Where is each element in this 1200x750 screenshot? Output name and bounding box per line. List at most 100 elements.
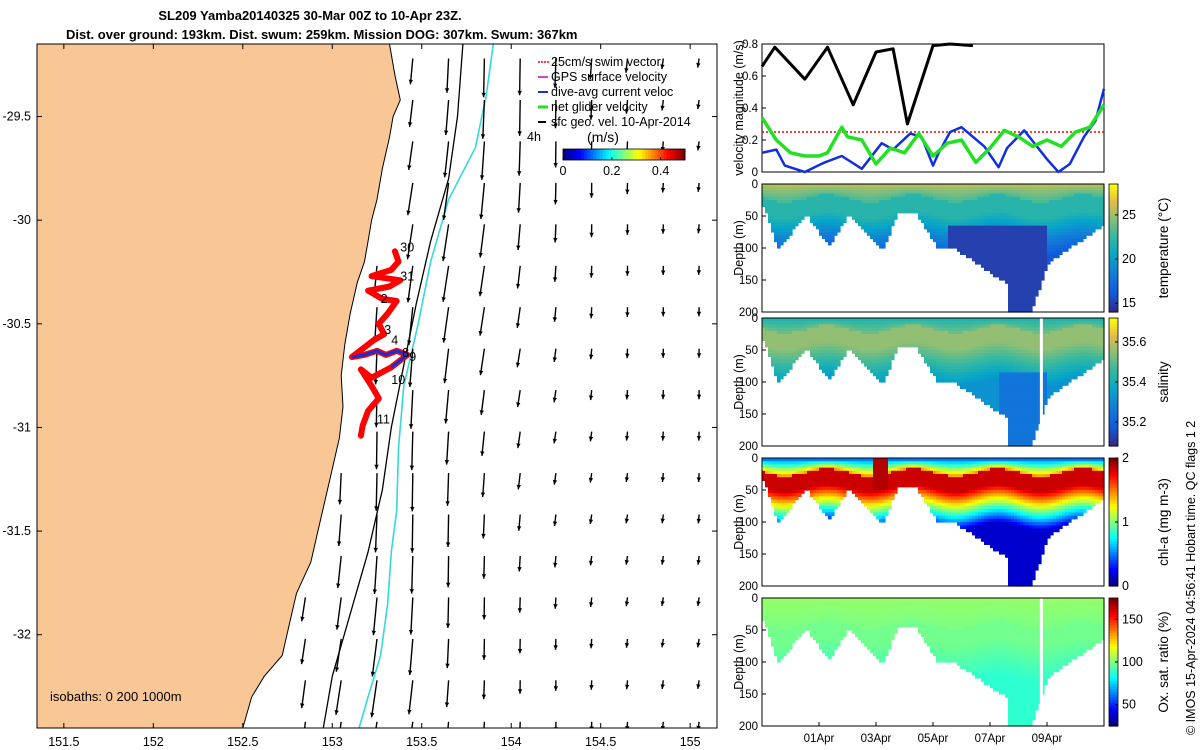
section-cell bbox=[1026, 327, 1030, 332]
section-cell bbox=[903, 206, 907, 211]
section-cell bbox=[1011, 241, 1015, 246]
section-cell bbox=[1074, 241, 1078, 246]
section-cell bbox=[1023, 430, 1027, 434]
section-cell bbox=[915, 209, 919, 214]
section-cell bbox=[1014, 385, 1018, 389]
section-cell bbox=[981, 206, 985, 211]
section-cell bbox=[1095, 340, 1099, 345]
section-colorbar-cell bbox=[1109, 186, 1118, 190]
section-cell bbox=[1026, 206, 1030, 211]
section-cell bbox=[924, 193, 928, 198]
section-cell bbox=[789, 330, 793, 335]
section-cell bbox=[879, 324, 883, 329]
section-cell bbox=[993, 225, 997, 230]
section-cell bbox=[987, 356, 991, 361]
section-cell bbox=[957, 238, 961, 243]
section-cell bbox=[1038, 321, 1042, 325]
section-cell bbox=[885, 356, 889, 361]
section-cell bbox=[885, 225, 889, 230]
section-cell bbox=[894, 203, 898, 207]
section-cell bbox=[774, 216, 778, 220]
section-cell bbox=[1014, 324, 1018, 329]
section-cell bbox=[882, 232, 886, 236]
section-cell bbox=[1086, 359, 1090, 364]
section-cell bbox=[1098, 219, 1102, 223]
section-cell bbox=[960, 206, 964, 211]
section-cell bbox=[1011, 222, 1015, 227]
section-cell bbox=[789, 340, 793, 345]
section-cell bbox=[783, 209, 787, 214]
section-cell bbox=[1008, 216, 1012, 220]
section-cell bbox=[1023, 410, 1027, 415]
section-cell bbox=[915, 187, 919, 191]
section-cell bbox=[876, 241, 880, 246]
section-cell bbox=[987, 228, 991, 233]
section-cell bbox=[831, 337, 835, 341]
section-cell bbox=[1023, 346, 1027, 351]
section-cell bbox=[840, 206, 844, 211]
section-cell bbox=[885, 184, 889, 188]
section-cell bbox=[1026, 260, 1030, 265]
section-cell bbox=[942, 184, 946, 188]
section-cell bbox=[819, 187, 823, 191]
section-cell bbox=[816, 184, 820, 188]
map-latitude-ticks: -29.5-30-30.5-31-31.5-32 bbox=[3, 110, 717, 642]
section-cell bbox=[762, 203, 766, 207]
day-label: 3 bbox=[384, 323, 391, 337]
section-cell bbox=[978, 187, 982, 191]
section-cell bbox=[780, 337, 784, 341]
section-cell bbox=[1017, 184, 1021, 188]
section-cell bbox=[825, 362, 829, 367]
section-cell bbox=[885, 222, 889, 227]
section-cell bbox=[1029, 212, 1033, 217]
section-cell bbox=[981, 359, 985, 364]
section-cell bbox=[1005, 203, 1009, 207]
section-cell bbox=[1014, 337, 1018, 341]
section-cell bbox=[879, 350, 883, 354]
section-colorbar-cell bbox=[1109, 189, 1118, 193]
section-cell bbox=[924, 200, 928, 204]
section-cell bbox=[972, 257, 976, 262]
section-cell bbox=[939, 334, 943, 338]
section-cell bbox=[1005, 321, 1009, 325]
section-cell bbox=[867, 212, 871, 217]
section-cell bbox=[996, 228, 1000, 233]
section-cell bbox=[894, 209, 898, 214]
section-cell bbox=[876, 346, 880, 351]
section-cell bbox=[828, 359, 832, 364]
section-cell bbox=[1077, 356, 1081, 361]
section-cell bbox=[1041, 238, 1045, 243]
section-cell bbox=[975, 212, 979, 217]
section-cell bbox=[786, 187, 790, 191]
section-cell bbox=[1056, 346, 1060, 351]
section-cell bbox=[1023, 251, 1027, 255]
geo-arrow-head bbox=[409, 589, 414, 594]
section-cell bbox=[1011, 308, 1015, 313]
section-cell bbox=[852, 343, 856, 348]
section-cell bbox=[987, 359, 991, 364]
section-cell bbox=[771, 318, 775, 322]
section-cell bbox=[876, 340, 880, 345]
section-cell bbox=[1101, 206, 1105, 211]
section-cell bbox=[1044, 324, 1048, 329]
section-cell bbox=[798, 193, 802, 198]
section-cell bbox=[882, 346, 886, 351]
section-cell bbox=[972, 337, 976, 341]
section-cell bbox=[903, 193, 907, 198]
geo-arrow-shaft bbox=[447, 514, 450, 548]
section-cell bbox=[891, 353, 895, 357]
section-cell bbox=[786, 184, 790, 188]
section-cell bbox=[1059, 369, 1063, 373]
section-cell bbox=[1020, 206, 1024, 211]
section-cell bbox=[930, 353, 934, 357]
section-cell bbox=[984, 372, 988, 377]
section-cell bbox=[894, 346, 898, 351]
section-cell bbox=[1026, 439, 1030, 444]
section-cell bbox=[924, 212, 928, 217]
section-cell bbox=[870, 228, 874, 233]
map-ytick-label: -32 bbox=[13, 628, 31, 642]
section-cell bbox=[804, 327, 808, 332]
section-cell bbox=[1005, 382, 1009, 386]
section-cell bbox=[984, 264, 988, 268]
section-cell bbox=[828, 366, 832, 370]
